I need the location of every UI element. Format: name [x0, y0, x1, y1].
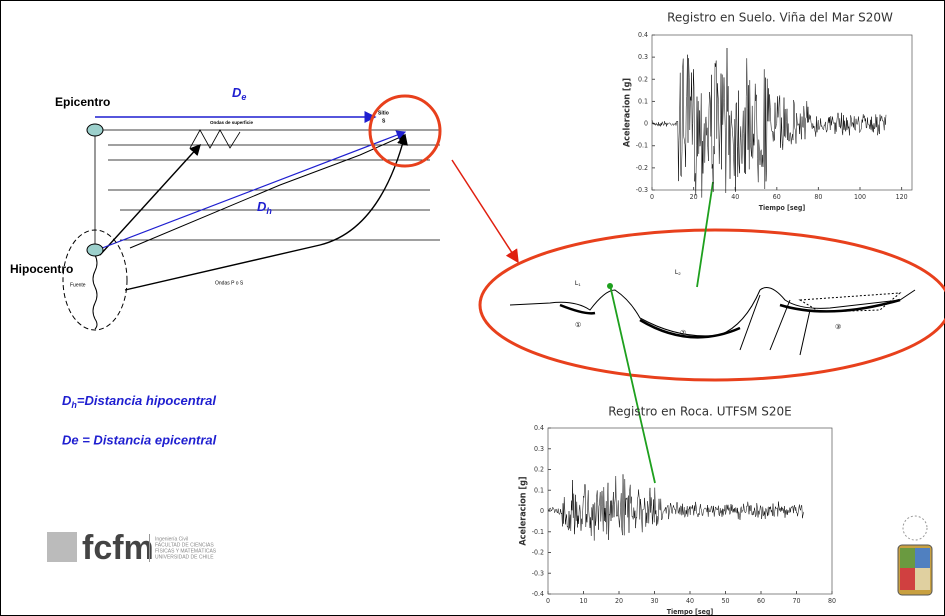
x-tick-label: 80	[814, 193, 822, 201]
x-tick-label: 100	[854, 193, 866, 201]
x-tick-label: 40	[731, 193, 739, 201]
y-tick-label: 0.2	[534, 466, 544, 474]
legend-de: De = Distancia epicentral	[62, 432, 217, 447]
y-axis-label: Aceleracion [g]	[623, 78, 633, 147]
y-tick-label: -0.1	[636, 142, 648, 150]
fuente-label: Fuente	[70, 282, 86, 288]
x-tick-label: 60	[757, 597, 765, 605]
y-tick-label: -0.4	[532, 590, 544, 598]
y-tick-label: 0.4	[534, 424, 544, 432]
y-tick-label: -0.3	[532, 569, 544, 577]
dh-arrow	[97, 132, 405, 250]
y-axis-label: Aceleracion [g]	[519, 476, 529, 545]
de-label: De	[232, 85, 246, 102]
y-tick-label: -0.2	[532, 549, 544, 557]
y-tick-label: 0.4	[638, 31, 648, 39]
x-tick-label: 0	[650, 193, 654, 201]
plot-title: Registro en Suelo. Viña del Mar S20W	[667, 11, 893, 25]
slide: Epicentro Hipocentro Fuente Ondas de sup…	[0, 0, 945, 616]
x-axis-label: Tiempo [seg]	[759, 204, 806, 212]
ps-wave-label: Ondas P o S	[215, 280, 244, 286]
y-tick-label: 0	[540, 507, 544, 515]
x-tick-label: 20	[690, 193, 698, 201]
zone-3: ③	[835, 323, 841, 331]
hipocentro-label: Hipocentro	[10, 262, 73, 276]
x-tick-label: 50	[721, 597, 729, 605]
slide-border	[1, 1, 945, 616]
logo-line: UNIVERSIDAD DE CHILE	[155, 554, 214, 560]
y-tick-label: 0.3	[638, 53, 648, 61]
link-line	[610, 285, 655, 483]
hypocenter-marker	[87, 244, 103, 256]
epicentro-label: Epicentro	[55, 95, 110, 109]
zoom-arrow	[452, 160, 518, 262]
plot-title: Registro en Roca. UTFSM S20E	[608, 405, 792, 419]
plot-frame	[652, 35, 912, 190]
x-tick-label: 0	[546, 597, 550, 605]
y-tick-label: -0.3	[636, 186, 648, 194]
x-tick-label: 60	[773, 193, 781, 201]
y-tick-label: -0.2	[636, 164, 648, 172]
x-tick-label: 30	[650, 597, 658, 605]
x-tick-label: 20	[615, 597, 623, 605]
waveform	[652, 48, 886, 198]
y-tick-label: 0.3	[534, 445, 544, 453]
y-tick-label: -0.1	[532, 528, 544, 536]
logo-line: FÍSICAS Y MATEMÁTICAS	[155, 547, 217, 554]
y-tick-label: 0	[644, 120, 648, 128]
dh-label: Dh	[257, 199, 272, 216]
surface-wave-label: Ondas de superficie	[210, 120, 254, 125]
legend-dh: Dh=Distancia hipocentral	[62, 393, 216, 410]
fcfm-logo: fcfm	[47, 529, 154, 567]
waveform	[548, 474, 804, 540]
x-tick-label: 120	[896, 193, 908, 201]
x-tick-label: 10	[579, 597, 587, 605]
site-label: Sitio	[378, 110, 389, 116]
site-s-label: S	[382, 118, 386, 124]
x-tick-label: 80	[828, 597, 836, 605]
zone-1: ①	[575, 321, 581, 329]
fault	[93, 255, 97, 329]
l1-label: L1	[575, 281, 581, 287]
logo-name: fcfm	[82, 529, 154, 567]
l2-label: L2	[675, 270, 681, 276]
site-circle	[370, 96, 440, 166]
y-tick-label: 0.1	[534, 486, 544, 494]
zone-2: ②	[680, 329, 686, 337]
link-dot	[607, 283, 613, 289]
x-tick-label: 40	[686, 597, 694, 605]
y-tick-label: 0.1	[638, 97, 648, 105]
x-tick-label: 70	[792, 597, 800, 605]
uchile-crest	[898, 516, 932, 595]
x-axis-label: Tiempo [seg]	[667, 608, 714, 616]
link-line	[697, 182, 713, 287]
profile	[510, 288, 915, 355]
epicenter-marker	[87, 124, 103, 136]
y-tick-label: 0.2	[638, 75, 648, 83]
